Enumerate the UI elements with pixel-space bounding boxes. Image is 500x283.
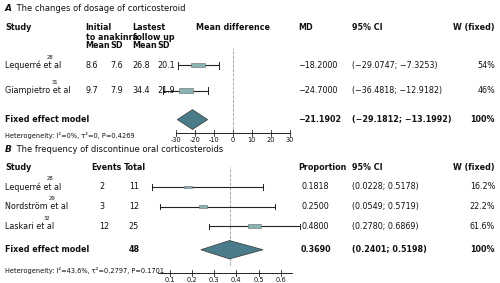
Text: Proportion: Proportion — [298, 163, 347, 172]
Text: (0.2401; 0.5198): (0.2401; 0.5198) — [352, 245, 426, 254]
Text: 95% CI: 95% CI — [352, 163, 382, 172]
Text: 20.1: 20.1 — [158, 61, 175, 70]
Text: Study: Study — [5, 163, 32, 172]
Text: 11: 11 — [129, 182, 139, 191]
Text: SD: SD — [158, 41, 170, 50]
Text: A: A — [5, 4, 12, 12]
Text: MD: MD — [298, 23, 313, 32]
Text: 0.4800: 0.4800 — [301, 222, 328, 231]
Text: 34.4: 34.4 — [132, 86, 150, 95]
Bar — [248, 224, 260, 228]
Text: 46%: 46% — [478, 86, 495, 95]
Text: Fixed effect model: Fixed effect model — [5, 115, 89, 124]
Text: 61.6%: 61.6% — [470, 222, 495, 231]
Bar — [191, 63, 206, 67]
Text: 0.2500: 0.2500 — [301, 202, 329, 211]
Text: 0.3690: 0.3690 — [301, 245, 332, 254]
Text: 28: 28 — [46, 55, 53, 60]
Text: Giampietro et al: Giampietro et al — [5, 86, 70, 95]
Text: 20: 20 — [266, 137, 275, 143]
Text: Mean: Mean — [86, 41, 110, 50]
Text: 22.2%: 22.2% — [470, 202, 495, 211]
Text: 0.2: 0.2 — [186, 277, 197, 283]
Text: 30: 30 — [286, 137, 294, 143]
Text: Events: Events — [92, 163, 122, 172]
Text: Lequerré et al: Lequerré et al — [5, 182, 61, 192]
Text: -20: -20 — [190, 137, 200, 143]
Text: Laskari et al: Laskari et al — [5, 222, 54, 231]
Text: 32: 32 — [44, 216, 50, 221]
Text: Nordström et al: Nordström et al — [5, 202, 68, 211]
Text: 8.6: 8.6 — [86, 61, 98, 70]
Text: Mean difference: Mean difference — [196, 23, 270, 32]
Bar — [184, 186, 192, 188]
Text: 29: 29 — [49, 196, 56, 201]
Text: Study: Study — [5, 23, 32, 32]
Text: Initial
to anakinra: Initial to anakinra — [86, 23, 138, 42]
Text: 7.9: 7.9 — [110, 86, 123, 95]
Text: (−29.0747; −7.3253): (−29.0747; −7.3253) — [352, 61, 437, 70]
Text: 10: 10 — [248, 137, 256, 143]
Text: 48: 48 — [129, 245, 140, 254]
Text: 9.7: 9.7 — [86, 86, 98, 95]
Text: 26.8: 26.8 — [132, 61, 150, 70]
Text: Fixed effect model: Fixed effect model — [5, 245, 89, 254]
Text: 31: 31 — [52, 80, 59, 85]
Text: −18.2000: −18.2000 — [298, 61, 338, 70]
Text: 0: 0 — [230, 137, 235, 143]
Text: 54%: 54% — [477, 61, 495, 70]
Text: (−36.4818; −12.9182): (−36.4818; −12.9182) — [352, 86, 442, 95]
Text: (−29.1812; −13.1992): (−29.1812; −13.1992) — [352, 115, 451, 124]
Text: 25: 25 — [129, 222, 139, 231]
Text: (0.0228; 0.5178): (0.0228; 0.5178) — [352, 182, 418, 191]
Text: 12: 12 — [99, 222, 109, 231]
Text: −24.7000: −24.7000 — [298, 86, 338, 95]
Text: W (fixed): W (fixed) — [454, 163, 495, 172]
Polygon shape — [178, 110, 208, 130]
Text: Heterogeneity: I²=0%, τ²=0, P=0.4269: Heterogeneity: I²=0%, τ²=0, P=0.4269 — [5, 132, 134, 139]
Text: (0.2780; 0.6869): (0.2780; 0.6869) — [352, 222, 418, 231]
Text: The frequency of discontinue oral corticosteroids: The frequency of discontinue oral cortic… — [14, 145, 223, 154]
Bar — [179, 89, 192, 93]
Text: Heterogeneity: I²=43.6%, τ²=0.2797, P=0.1701: Heterogeneity: I²=43.6%, τ²=0.2797, P=0.… — [5, 267, 164, 274]
Text: Total: Total — [124, 163, 146, 172]
Text: Mean: Mean — [132, 41, 158, 50]
Text: 0.4: 0.4 — [231, 277, 241, 283]
Bar — [199, 205, 207, 208]
Text: B: B — [5, 145, 12, 154]
Text: 12: 12 — [129, 202, 139, 211]
Text: 3: 3 — [99, 202, 104, 211]
Text: Lastest
follow up: Lastest follow up — [132, 23, 174, 42]
Text: 100%: 100% — [470, 245, 495, 254]
Text: 0.6: 0.6 — [276, 277, 286, 283]
Text: Lequerré et al: Lequerré et al — [5, 60, 61, 70]
Text: 95% CI: 95% CI — [352, 23, 382, 32]
Text: 21.9: 21.9 — [158, 86, 175, 95]
Text: SD: SD — [110, 41, 123, 50]
Text: 0.1818: 0.1818 — [301, 182, 328, 191]
Text: −21.1902: −21.1902 — [298, 115, 342, 124]
Text: 100%: 100% — [470, 115, 495, 124]
Text: 7.6: 7.6 — [110, 61, 123, 70]
Text: The changes of dosage of corticosteroid: The changes of dosage of corticosteroid — [14, 4, 186, 12]
Text: -30: -30 — [170, 137, 181, 143]
Text: 16.2%: 16.2% — [470, 182, 495, 191]
Text: 0.3: 0.3 — [209, 277, 220, 283]
Text: 28: 28 — [46, 177, 53, 181]
Text: -10: -10 — [208, 137, 219, 143]
Polygon shape — [201, 241, 263, 259]
Text: 0.5: 0.5 — [254, 277, 264, 283]
Text: 2: 2 — [99, 182, 104, 191]
Text: 0.1: 0.1 — [164, 277, 175, 283]
Text: (0.0549; 0.5719): (0.0549; 0.5719) — [352, 202, 418, 211]
Text: W (fixed): W (fixed) — [454, 23, 495, 32]
